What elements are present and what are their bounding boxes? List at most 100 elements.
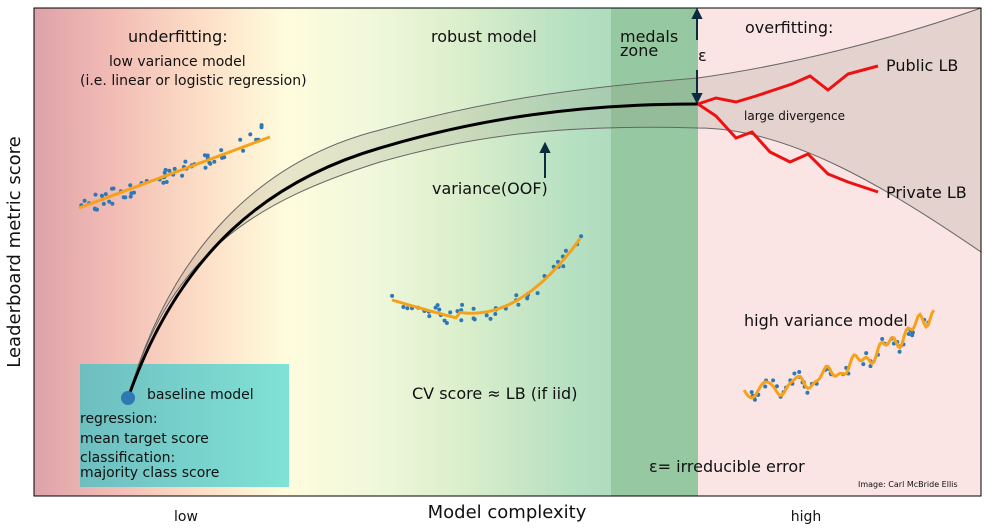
regression-value: mean target score bbox=[80, 431, 209, 447]
scatter-point bbox=[442, 318, 447, 323]
x-tick-high: high bbox=[791, 509, 822, 525]
variance-band bbox=[128, 8, 981, 398]
scatter-point bbox=[880, 337, 885, 341]
scatter-point bbox=[579, 234, 584, 239]
low-variance-label-2: (i.e. linear or logistic regression) bbox=[80, 73, 307, 89]
scatter-point bbox=[401, 305, 406, 309]
baseline-label: baseline model bbox=[147, 387, 254, 403]
scatter-point bbox=[460, 302, 465, 307]
scatter-point bbox=[861, 362, 866, 367]
scatter-point bbox=[535, 291, 540, 296]
private-lb-label: Private LB bbox=[886, 183, 967, 202]
scatter-point bbox=[208, 161, 213, 166]
scatter-point bbox=[183, 159, 188, 164]
scatter-point bbox=[864, 351, 869, 356]
scatter-point bbox=[459, 318, 464, 323]
scatter-point bbox=[516, 302, 521, 307]
epsilon-label: ε bbox=[698, 46, 707, 65]
scatter-point bbox=[180, 173, 185, 178]
high-variance-label: high variance model bbox=[744, 311, 908, 330]
linear-fit-inset bbox=[78, 123, 271, 212]
public-lb-line bbox=[697, 64, 879, 106]
region-overfitting: overfitting: bbox=[745, 18, 833, 37]
scatter-point bbox=[128, 194, 133, 199]
scatter-point bbox=[110, 186, 114, 191]
baseline-point bbox=[121, 391, 135, 405]
region-medals-2: zone bbox=[620, 41, 658, 60]
scatter-point bbox=[220, 155, 224, 160]
quadratic-fit-inset bbox=[390, 234, 584, 325]
fit-line bbox=[391, 237, 582, 320]
credit-label: Image: Carl McBride Ellis bbox=[858, 480, 958, 489]
scatter-point bbox=[107, 199, 112, 204]
private-lb-line bbox=[697, 102, 879, 194]
baseline-box bbox=[80, 364, 289, 487]
scatter-point bbox=[488, 316, 493, 321]
scatter-point bbox=[203, 165, 208, 170]
large-divergence-label: large divergence bbox=[744, 109, 845, 123]
scatter-point bbox=[121, 195, 126, 200]
scatter-point bbox=[93, 192, 98, 197]
scatter-point bbox=[164, 180, 169, 184]
scatter-point bbox=[797, 370, 802, 374]
medals-zone-band bbox=[611, 8, 698, 496]
scatter-point bbox=[752, 397, 757, 402]
irreducible-error-label: ε= irreducible error bbox=[649, 457, 805, 476]
region-medals-1: medals bbox=[620, 27, 678, 46]
scatter-point bbox=[749, 390, 754, 395]
x-tick-low: low bbox=[174, 509, 198, 525]
scatter-point bbox=[763, 384, 768, 389]
scatter-point bbox=[427, 314, 432, 319]
region-robust: robust model bbox=[431, 27, 537, 46]
scatter-point bbox=[774, 384, 779, 389]
overfit-inset bbox=[742, 309, 936, 402]
epsilon-arrow bbox=[691, 7, 703, 105]
scatter-point bbox=[219, 148, 224, 153]
scatter-point bbox=[897, 349, 902, 354]
scatter-point bbox=[103, 192, 108, 197]
classification-value: majority class score bbox=[80, 465, 219, 481]
scatter-point bbox=[561, 264, 566, 269]
scatter-point bbox=[792, 371, 797, 376]
cv-score-label: CV score ≈ LB (if iid) bbox=[412, 384, 577, 403]
scatter-point bbox=[390, 293, 395, 298]
scatter-point bbox=[128, 183, 133, 188]
scatter-point bbox=[110, 201, 115, 206]
fit-line bbox=[78, 135, 271, 210]
scatter-point bbox=[563, 248, 568, 253]
scatter-point bbox=[238, 137, 243, 142]
scatter-point bbox=[405, 306, 410, 311]
scatter-point bbox=[129, 191, 134, 196]
y-axis-label: Leaderboard metric score bbox=[4, 136, 25, 367]
variance-oof-label: variance(OOF) bbox=[432, 179, 548, 198]
scatter-point bbox=[493, 312, 498, 316]
scatter-point bbox=[212, 159, 217, 164]
plot-frame bbox=[33, 7, 982, 497]
scatter-point bbox=[167, 168, 172, 173]
scatter-point bbox=[161, 180, 166, 185]
public-lb-label: Public LB bbox=[886, 56, 958, 75]
scatter-point bbox=[448, 310, 453, 315]
scatter-point bbox=[82, 198, 87, 203]
scatter-point bbox=[259, 125, 264, 130]
scatter-point bbox=[163, 167, 168, 172]
variance-upper-edge bbox=[127, 7, 982, 399]
scatter-point bbox=[471, 316, 476, 321]
cv-curve bbox=[126, 102, 699, 399]
scatter-point bbox=[241, 148, 246, 153]
scatter-point bbox=[435, 303, 440, 308]
scatter-point bbox=[771, 378, 776, 383]
scatter-point bbox=[471, 306, 476, 311]
fit-line bbox=[742, 309, 936, 400]
scatter-point bbox=[805, 390, 810, 395]
region-underfitting: underfitting: bbox=[128, 27, 228, 46]
regression-heading: regression: bbox=[80, 411, 158, 427]
scatter-point bbox=[172, 166, 177, 171]
scatter-point bbox=[248, 132, 253, 137]
variance-arrow bbox=[539, 141, 551, 178]
overfitting-background bbox=[698, 8, 981, 496]
scatter-point bbox=[101, 201, 106, 206]
scatter-point bbox=[437, 307, 442, 312]
scatter-point bbox=[906, 332, 911, 336]
